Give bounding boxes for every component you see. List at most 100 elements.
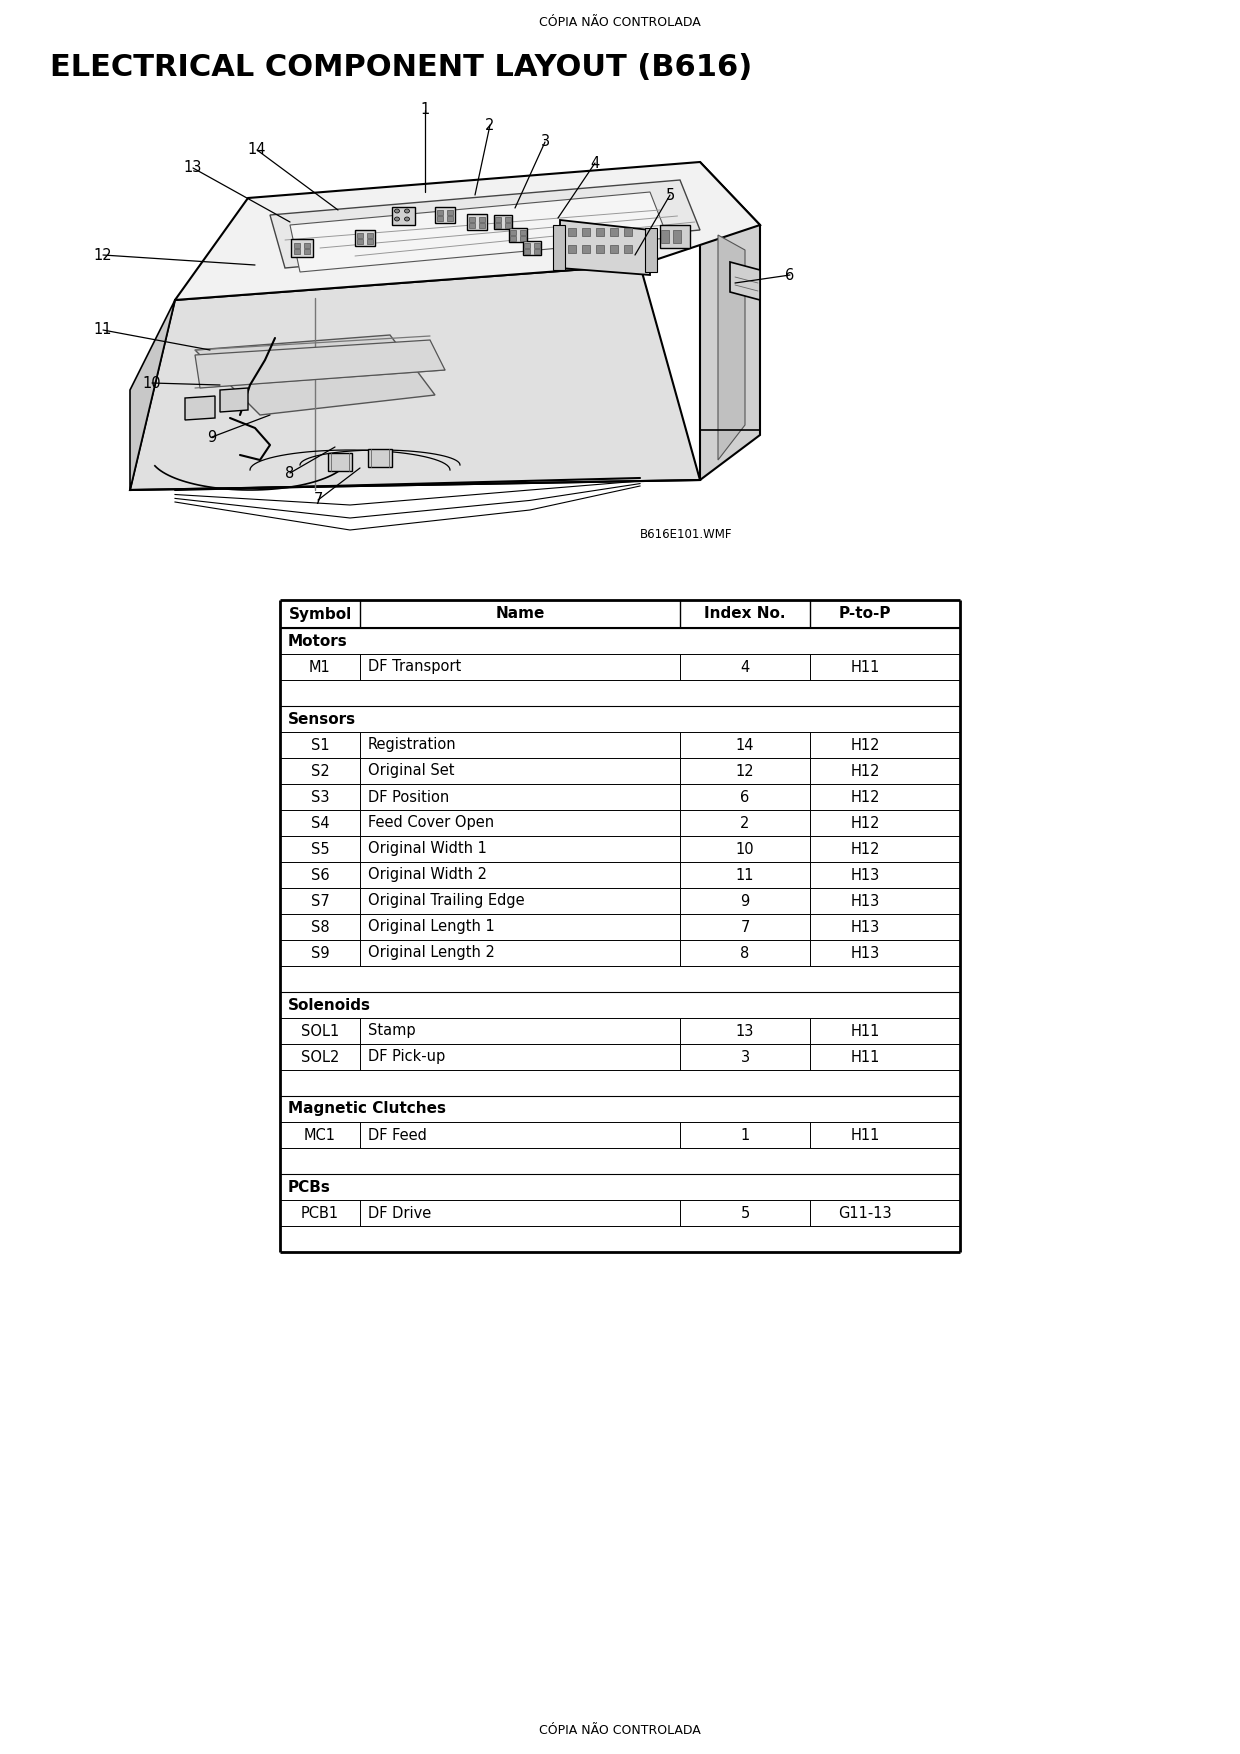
Polygon shape bbox=[304, 242, 310, 247]
Text: 2: 2 bbox=[485, 118, 495, 133]
Text: Solenoids: Solenoids bbox=[288, 998, 371, 1012]
Polygon shape bbox=[520, 230, 526, 235]
Polygon shape bbox=[510, 235, 516, 240]
Polygon shape bbox=[701, 161, 760, 481]
Text: SOL2: SOL2 bbox=[301, 1049, 340, 1065]
Polygon shape bbox=[446, 209, 453, 214]
Text: G11-13: G11-13 bbox=[838, 1205, 892, 1221]
Polygon shape bbox=[479, 216, 485, 221]
Text: DF Drive: DF Drive bbox=[368, 1205, 432, 1221]
Text: H12: H12 bbox=[851, 737, 879, 752]
Text: 3: 3 bbox=[541, 135, 549, 149]
Polygon shape bbox=[329, 453, 352, 472]
Text: Index No.: Index No. bbox=[704, 607, 786, 621]
Text: H13: H13 bbox=[851, 868, 879, 882]
Text: S7: S7 bbox=[311, 893, 330, 909]
Polygon shape bbox=[469, 223, 475, 228]
Polygon shape bbox=[357, 239, 363, 244]
Text: 8: 8 bbox=[740, 945, 750, 961]
Text: 11: 11 bbox=[735, 868, 754, 882]
Text: 10: 10 bbox=[143, 375, 161, 391]
Text: H13: H13 bbox=[851, 919, 879, 935]
Text: 5: 5 bbox=[740, 1205, 750, 1221]
Polygon shape bbox=[270, 181, 701, 268]
Text: 12: 12 bbox=[94, 247, 113, 263]
Polygon shape bbox=[367, 239, 373, 244]
Text: S4: S4 bbox=[311, 816, 330, 830]
Text: 13: 13 bbox=[735, 1024, 754, 1038]
Text: Sensors: Sensors bbox=[288, 712, 356, 726]
Polygon shape bbox=[525, 249, 529, 254]
Text: CÓPIA NÃO CONTROLADA: CÓPIA NÃO CONTROLADA bbox=[539, 16, 701, 28]
Text: 8: 8 bbox=[285, 465, 295, 481]
Polygon shape bbox=[510, 230, 516, 235]
Text: Magnetic Clutches: Magnetic Clutches bbox=[288, 1102, 446, 1117]
Text: Original Length 2: Original Length 2 bbox=[368, 945, 495, 961]
Polygon shape bbox=[495, 223, 501, 228]
Polygon shape bbox=[436, 209, 443, 214]
Polygon shape bbox=[661, 230, 670, 244]
Polygon shape bbox=[645, 228, 657, 272]
Text: ELECTRICAL COMPONENT LAYOUT (B616): ELECTRICAL COMPONENT LAYOUT (B616) bbox=[50, 54, 753, 82]
Polygon shape bbox=[730, 261, 760, 300]
Text: 6: 6 bbox=[785, 268, 795, 282]
Text: Symbol: Symbol bbox=[289, 607, 352, 621]
Text: S8: S8 bbox=[311, 919, 330, 935]
Text: H11: H11 bbox=[851, 1024, 879, 1038]
Text: H12: H12 bbox=[851, 763, 879, 779]
Text: Original Set: Original Set bbox=[368, 763, 455, 779]
Text: Registration: Registration bbox=[368, 737, 456, 752]
Polygon shape bbox=[610, 228, 618, 237]
Text: Original Length 1: Original Length 1 bbox=[368, 919, 495, 935]
Text: B616E101.WMF: B616E101.WMF bbox=[640, 528, 733, 542]
Text: 7: 7 bbox=[740, 919, 750, 935]
Text: 4: 4 bbox=[740, 660, 750, 675]
Polygon shape bbox=[435, 207, 455, 223]
Polygon shape bbox=[534, 249, 539, 254]
Polygon shape bbox=[582, 228, 590, 237]
Polygon shape bbox=[523, 240, 541, 254]
Polygon shape bbox=[610, 246, 618, 253]
Text: H11: H11 bbox=[851, 1049, 879, 1065]
Polygon shape bbox=[294, 249, 300, 254]
Polygon shape bbox=[568, 246, 577, 253]
Text: Motors: Motors bbox=[288, 633, 347, 649]
Text: 7: 7 bbox=[314, 493, 322, 507]
Text: 6: 6 bbox=[740, 789, 750, 805]
Text: H11: H11 bbox=[851, 1128, 879, 1142]
Text: 14: 14 bbox=[735, 737, 754, 752]
Text: 14: 14 bbox=[248, 142, 267, 158]
Text: 1: 1 bbox=[740, 1128, 750, 1142]
Polygon shape bbox=[553, 225, 565, 270]
Text: H13: H13 bbox=[851, 893, 879, 909]
Text: 5: 5 bbox=[666, 188, 675, 202]
Text: 4: 4 bbox=[590, 156, 600, 170]
Polygon shape bbox=[294, 242, 300, 247]
Polygon shape bbox=[357, 233, 363, 237]
Text: DF Transport: DF Transport bbox=[368, 660, 461, 675]
Text: Original Width 1: Original Width 1 bbox=[368, 842, 487, 856]
Polygon shape bbox=[520, 235, 526, 240]
Text: H12: H12 bbox=[851, 816, 879, 830]
Polygon shape bbox=[446, 216, 453, 221]
Text: DF Position: DF Position bbox=[368, 789, 449, 805]
Text: S9: S9 bbox=[311, 945, 330, 961]
Polygon shape bbox=[291, 239, 312, 258]
Polygon shape bbox=[219, 388, 248, 412]
Polygon shape bbox=[367, 233, 373, 237]
Polygon shape bbox=[660, 225, 689, 247]
Text: S2: S2 bbox=[311, 763, 330, 779]
Text: CÓPIA NÃO CONTROLADA: CÓPIA NÃO CONTROLADA bbox=[539, 1724, 701, 1736]
Polygon shape bbox=[534, 242, 539, 247]
Text: DF Feed: DF Feed bbox=[368, 1128, 427, 1142]
Text: 2: 2 bbox=[740, 816, 750, 830]
Polygon shape bbox=[596, 228, 604, 237]
Text: H12: H12 bbox=[851, 842, 879, 856]
Ellipse shape bbox=[404, 217, 409, 221]
Polygon shape bbox=[624, 246, 632, 253]
Text: 12: 12 bbox=[735, 763, 754, 779]
Text: PCB1: PCB1 bbox=[301, 1205, 339, 1221]
Ellipse shape bbox=[394, 209, 399, 212]
Text: P-to-P: P-to-P bbox=[838, 607, 892, 621]
Text: H12: H12 bbox=[851, 789, 879, 805]
